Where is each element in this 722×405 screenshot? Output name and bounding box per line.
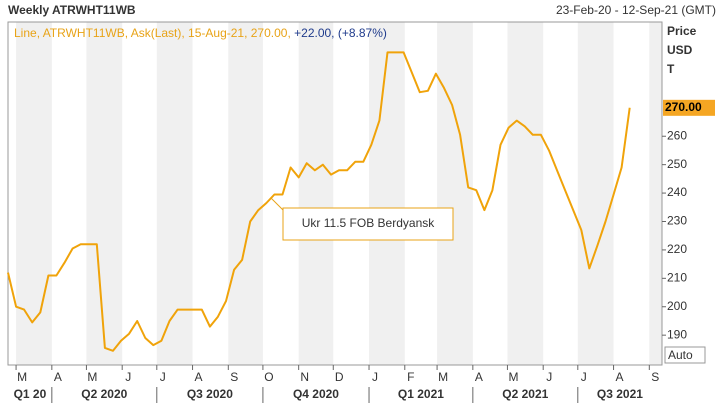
month-band bbox=[577, 22, 614, 365]
y-axis-label: Price bbox=[667, 24, 697, 38]
scale-mode[interactable]: Auto bbox=[668, 348, 693, 362]
quarter-label: Q3 2021 bbox=[597, 387, 643, 401]
month-band bbox=[298, 22, 334, 365]
x-tick-label: J bbox=[160, 370, 166, 384]
x-tick-label: S bbox=[230, 370, 238, 384]
x-tick-label: M bbox=[508, 370, 518, 384]
month-band bbox=[86, 22, 123, 365]
annotation-box bbox=[282, 207, 454, 241]
annotation-leader bbox=[270, 197, 284, 211]
last-value-box bbox=[663, 99, 715, 116]
month-band bbox=[369, 22, 405, 365]
y-axis-label: USD bbox=[667, 43, 693, 57]
x-tick-label: O bbox=[264, 370, 273, 384]
legend-change: +22.00, (+8.87%) bbox=[294, 26, 387, 40]
x-tick-label: F bbox=[407, 370, 414, 384]
x-tick-label: D bbox=[335, 370, 344, 384]
legend: Line, ATRWHT11WB, Ask(Last), 15-Aug-21, … bbox=[14, 26, 387, 40]
last-value-label: 270.00 bbox=[665, 100, 702, 114]
x-tick-label: M bbox=[17, 370, 27, 384]
x-tick-label: N bbox=[300, 370, 309, 384]
annotation: Ukr 11.5 FOB Berdyansk bbox=[302, 216, 435, 230]
x-tick-label: A bbox=[475, 370, 483, 384]
quarter-label: Q2 2021 bbox=[502, 387, 548, 401]
month-band bbox=[16, 22, 52, 365]
month-bands bbox=[16, 22, 662, 365]
y-tick-label: 230 bbox=[667, 214, 687, 228]
y-tick-label: 250 bbox=[667, 157, 687, 171]
month-band bbox=[437, 22, 473, 365]
x-tick-label: A bbox=[54, 370, 62, 384]
y-tick-label: 240 bbox=[667, 185, 687, 199]
quarter-label: Q1 2021 bbox=[398, 387, 444, 401]
x-tick-label: J bbox=[546, 370, 552, 384]
month-band bbox=[228, 22, 263, 365]
x-tick-label: M bbox=[87, 370, 97, 384]
quarter-label: Q1 20 bbox=[14, 387, 47, 401]
x-tick-label: J bbox=[581, 370, 587, 384]
quarter-label: Q3 2020 bbox=[187, 387, 233, 401]
x-tick-label: A bbox=[616, 370, 624, 384]
month-band bbox=[649, 22, 662, 365]
month-band bbox=[507, 22, 544, 365]
y-tick-label: 190 bbox=[667, 327, 687, 341]
y-tick-label: 210 bbox=[667, 270, 687, 284]
legend-text: Line, ATRWHT11WB, Ask(Last), 15-Aug-21, … bbox=[14, 26, 291, 40]
y-axis-label: T bbox=[667, 62, 675, 76]
month-band bbox=[156, 22, 193, 365]
x-tick-label: M bbox=[438, 370, 448, 384]
y-tick-label: 260 bbox=[667, 128, 687, 142]
y-tick-label: 220 bbox=[667, 242, 687, 256]
x-tick-label: S bbox=[651, 370, 659, 384]
scale-mode-box[interactable] bbox=[664, 346, 706, 364]
quarter-label: Q2 2020 bbox=[81, 387, 127, 401]
x-tick-label: A bbox=[195, 370, 203, 384]
y-tick-label: 200 bbox=[667, 299, 687, 313]
chart-title: Weekly ATRWHT11WB bbox=[8, 3, 136, 17]
quarter-label: Q4 2020 bbox=[293, 387, 339, 401]
x-tick-label: J bbox=[372, 370, 378, 384]
series-line bbox=[7, 51, 631, 352]
x-tick-label: J bbox=[125, 370, 131, 384]
date-range: 23-Feb-20 - 12-Sep-21 (GMT) bbox=[556, 3, 716, 17]
